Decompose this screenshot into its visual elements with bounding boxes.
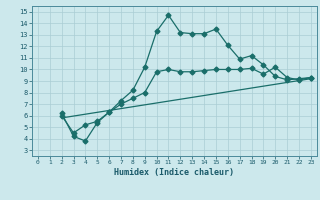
X-axis label: Humidex (Indice chaleur): Humidex (Indice chaleur) bbox=[115, 168, 234, 177]
